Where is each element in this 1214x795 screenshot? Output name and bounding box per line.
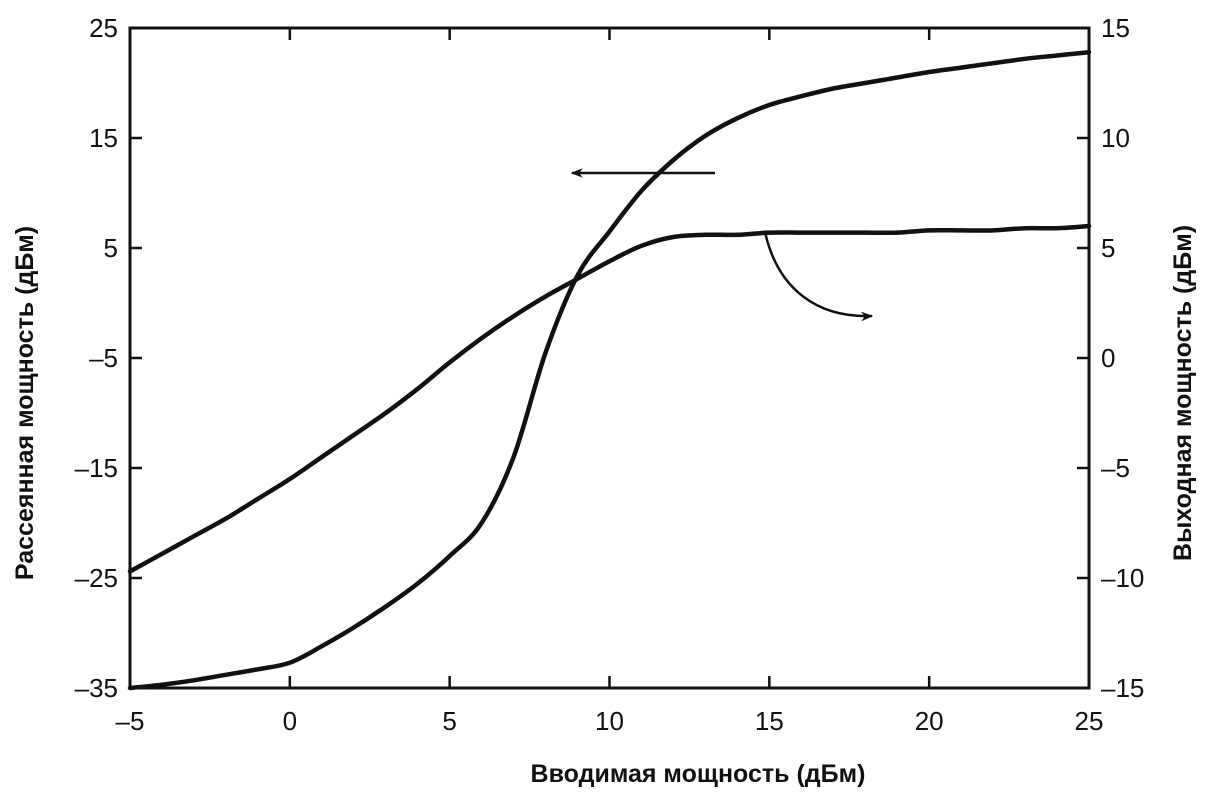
- left-y-tick-label: 15: [89, 123, 118, 153]
- right-axis-pointer-arrow: [763, 231, 874, 322]
- series-layer: [127, 49, 1092, 691]
- right-y-tick-label: 5: [1101, 233, 1115, 263]
- left-y-tick-label: –35: [75, 673, 118, 703]
- x-tick-label: –5: [116, 706, 145, 736]
- x-tick-label: 10: [595, 706, 624, 736]
- x-tick-label: 20: [915, 706, 944, 736]
- left-y-tick-label: –15: [75, 453, 118, 483]
- right-y-axis-title: Выходная мощность (дБм): [1169, 225, 1197, 561]
- x-tick-label: 5: [442, 706, 456, 736]
- output-power-line: [127, 223, 1092, 574]
- left-y-tick-label: –25: [75, 563, 118, 593]
- left-y-axis-title: Рассеянная мощность (дБм): [11, 226, 39, 580]
- right-y-tick-label: 0: [1101, 343, 1115, 373]
- right-y-axis-ticks: –15 –10 –5 0 5 10 15: [1077, 13, 1144, 703]
- x-tick-label: 0: [283, 706, 297, 736]
- scattered-power-line: [127, 49, 1092, 691]
- x-tick-label: 25: [1075, 706, 1104, 736]
- x-tick-label: 15: [755, 706, 784, 736]
- right-y-tick-label: 15: [1101, 13, 1130, 43]
- right-y-tick-label: 10: [1101, 123, 1130, 153]
- x-axis-ticks: –5 0 5 10 15 20 25: [116, 28, 1104, 736]
- x-axis-title: Вводимая мощность (дБм): [531, 760, 866, 788]
- plot-frame: [128, 26, 1091, 690]
- right-y-tick-label: –10: [1101, 563, 1144, 593]
- right-y-tick-label: –15: [1101, 673, 1144, 703]
- left-y-axis-ticks: –35 –25 –15 –5 5 15 25: [75, 13, 142, 703]
- right-y-tick-label: –5: [1101, 453, 1130, 483]
- left-y-tick-label: 25: [89, 13, 118, 43]
- left-y-tick-label: –5: [89, 343, 118, 373]
- left-y-tick-label: 5: [104, 233, 118, 263]
